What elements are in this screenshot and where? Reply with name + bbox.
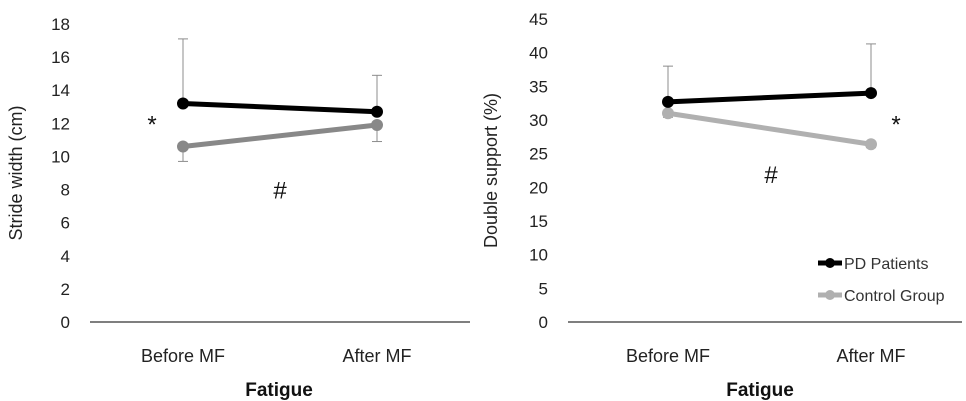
y-tick-label: 2 <box>61 280 70 299</box>
x-tick-label: Before MF <box>141 346 225 366</box>
data-point <box>865 138 877 150</box>
y-tick-label: 4 <box>61 247 70 266</box>
series-line <box>668 93 871 102</box>
data-point <box>371 106 383 118</box>
y-tick-label: 0 <box>539 313 548 332</box>
x-tick-label: Before MF <box>626 346 710 366</box>
series-line <box>183 125 377 147</box>
y-tick-label: 35 <box>529 77 548 96</box>
legend-swatch-marker <box>825 258 835 268</box>
x-tick-label: After MF <box>342 346 411 366</box>
data-point <box>371 119 383 131</box>
y-axis-title: Double support (%) <box>481 93 501 248</box>
significance-marker: # <box>764 162 778 189</box>
y-tick-label: 16 <box>51 48 70 67</box>
y-tick-label: 6 <box>61 214 70 233</box>
y-tick-label: 10 <box>529 246 548 265</box>
legend-entry: PD Patients <box>844 256 928 273</box>
x-axis-title: Fatigue <box>245 380 313 401</box>
significance-marker: * <box>891 111 900 138</box>
y-tick-label: 25 <box>529 145 548 164</box>
y-tick-label: 20 <box>529 178 548 197</box>
y-tick-label: 15 <box>529 212 548 231</box>
data-point <box>662 107 674 119</box>
y-axis-title: Stride width (cm) <box>6 105 26 240</box>
data-point <box>662 96 674 108</box>
y-tick-label: 45 <box>529 10 548 29</box>
significance-marker: # <box>273 178 287 205</box>
y-tick-label: 30 <box>529 111 548 130</box>
x-axis-title: Fatigue <box>726 380 794 401</box>
x-tick-label: After MF <box>836 346 905 366</box>
y-tick-label: 5 <box>539 279 548 298</box>
y-tick-label: 8 <box>61 181 70 200</box>
significance-marker: * <box>147 111 156 138</box>
y-tick-label: 0 <box>61 313 70 332</box>
legend-entry: Control Group <box>844 288 945 305</box>
data-point <box>865 87 877 99</box>
y-tick-label: 10 <box>51 147 70 166</box>
series-line <box>668 113 871 144</box>
y-tick-label: 14 <box>51 81 70 100</box>
data-point <box>177 97 189 109</box>
y-tick-label: 12 <box>51 114 70 133</box>
y-tick-label: 40 <box>529 44 548 63</box>
y-tick-label: 18 <box>51 15 70 34</box>
series-line <box>183 103 377 111</box>
legend-swatch-marker <box>825 290 835 300</box>
data-point <box>177 141 189 153</box>
